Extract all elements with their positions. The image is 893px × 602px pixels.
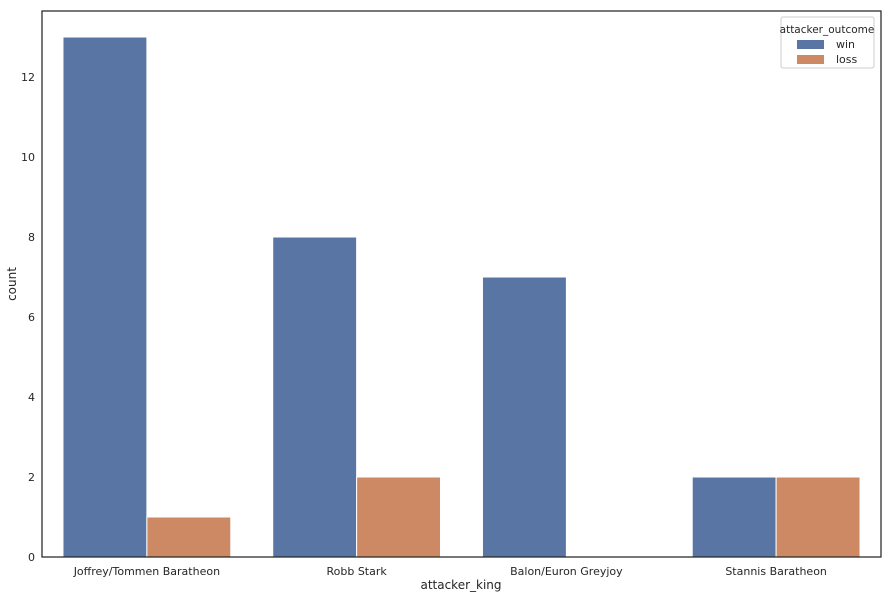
bar-win-2 — [481, 276, 567, 558]
plot-frame — [41, 10, 882, 558]
bars-group — [62, 36, 861, 558]
y-tick-label: 12 — [21, 71, 35, 84]
x-axis-title: attacker_king — [420, 578, 501, 592]
bar-loss-3 — [775, 476, 861, 558]
legend-swatch-win — [797, 40, 824, 49]
bar-win-0 — [62, 36, 148, 558]
y-tick-label: 6 — [28, 311, 35, 324]
y-tick-label: 2 — [28, 471, 35, 484]
y-tick-label: 0 — [28, 551, 35, 564]
x-tick-label: Stannis Baratheon — [725, 565, 827, 578]
y-tick-label: 8 — [28, 231, 35, 244]
bar-loss-1 — [356, 476, 442, 558]
legend: attacker_outcome win loss — [780, 16, 875, 69]
x-axis: Joffrey/Tommen Baratheon Robb Stark Balon/… — [73, 565, 827, 578]
legend-label-win: win — [836, 38, 855, 51]
bar-loss-0 — [146, 516, 232, 558]
bar-win-3 — [691, 476, 777, 558]
y-tick-label: 10 — [21, 151, 35, 164]
plot-area — [42, 11, 881, 557]
legend-swatch-loss — [797, 55, 824, 64]
bar-win-1 — [272, 236, 358, 558]
y-axis-title: count — [5, 267, 19, 301]
y-tick-label: 4 — [28, 391, 35, 404]
x-tick-label: Balon/Euron Greyjoy — [510, 565, 623, 578]
legend-label-loss: loss — [836, 53, 858, 66]
x-tick-label: Robb Stark — [326, 565, 387, 578]
y-axis: 0 2 4 6 8 10 12 — [21, 71, 35, 564]
x-tick-label: Joffrey/Tommen Baratheon — [73, 565, 220, 578]
legend-title: attacker_outcome — [780, 24, 875, 36]
